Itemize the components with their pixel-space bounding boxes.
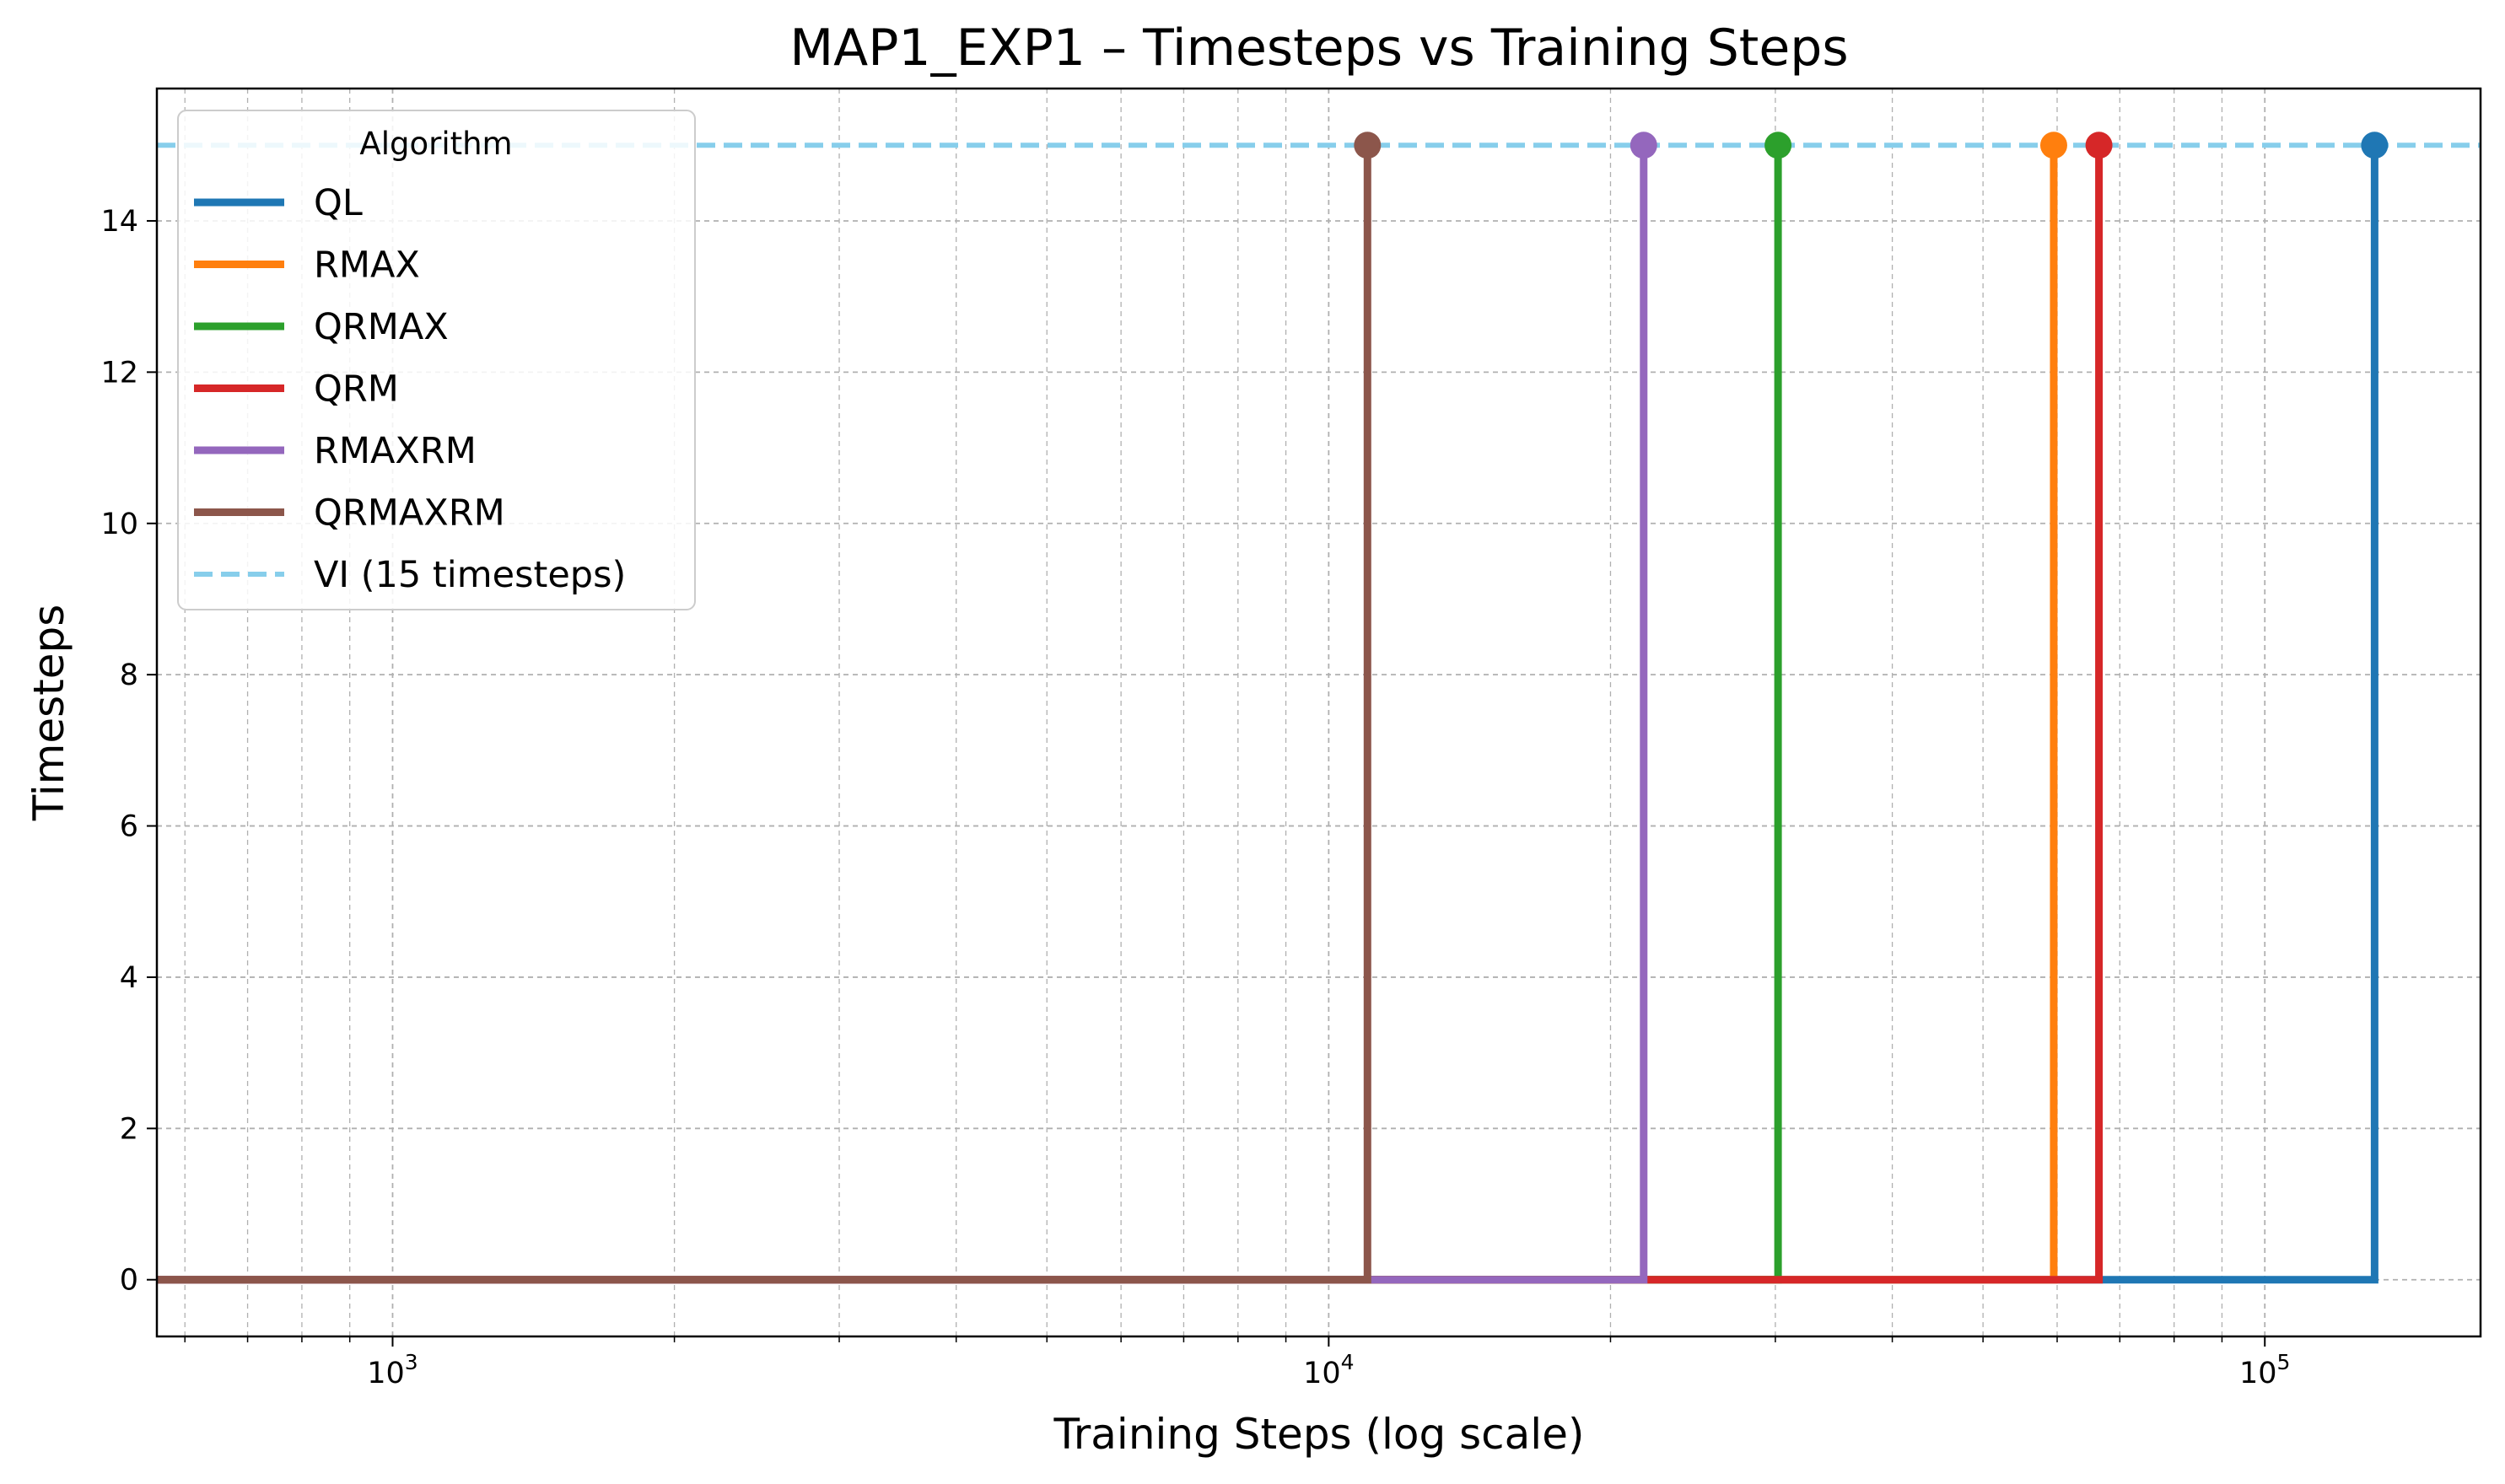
x-tick-label: 105 [2239,1350,2290,1390]
y-axis-label: Timesteps [24,605,73,822]
series-marker-rmaxrm [1630,132,1657,159]
legend-label: QRMAXRM [314,492,505,535]
legend-entries: QL RMAX QRMAX QRM RMAXRM QRMAXRM VI (15 timest… [194,182,626,596]
y-tick-label: 12 [100,356,138,390]
series-marker-rmax [2039,132,2067,159]
legend-label: QRM [314,368,399,411]
series-marker-qrmax [1764,132,1792,159]
x-tick-label: 104 [1303,1350,1354,1390]
y-tick-label: 0 [120,1264,138,1298]
x-tick-label: 103 [367,1350,418,1390]
legend-label: QRMAX [314,306,449,348]
legend-title: Algorithm [359,126,512,162]
y-tick-label: 10 [100,508,138,541]
y-tick-label: 4 [120,961,138,995]
y-tick-label: 8 [120,659,138,692]
chart-title: MAP1_EXP1 – Timesteps vs Training Steps [789,19,1848,78]
legend: Algorithm QL RMAX QRMAX QRM RMAXRM QRMAXRM VI … [177,110,696,610]
series-marker-qrmaxrm [1354,132,1382,159]
legend-label: RMAXRM [314,430,477,472]
axis-ticks: 0 2 4 6 8 10 12 14 103 104 105 [100,205,2290,1390]
y-tick-label: 2 [120,1112,138,1146]
series-marker-qrm [2085,132,2113,159]
plot-frame [155,87,2482,1338]
x-axis-label: Training Steps (log scale) [1053,1410,1585,1459]
y-tick-label: 14 [100,205,138,239]
series-marker-ql [2361,132,2389,159]
legend-label: QL [314,182,363,224]
y-tick-label: 6 [120,810,138,844]
legend-box [177,110,696,610]
legend-label: VI (15 timesteps) [314,554,626,596]
series-line-qrmaxrm [157,145,1371,1284]
legend-label: RMAX [314,245,420,287]
